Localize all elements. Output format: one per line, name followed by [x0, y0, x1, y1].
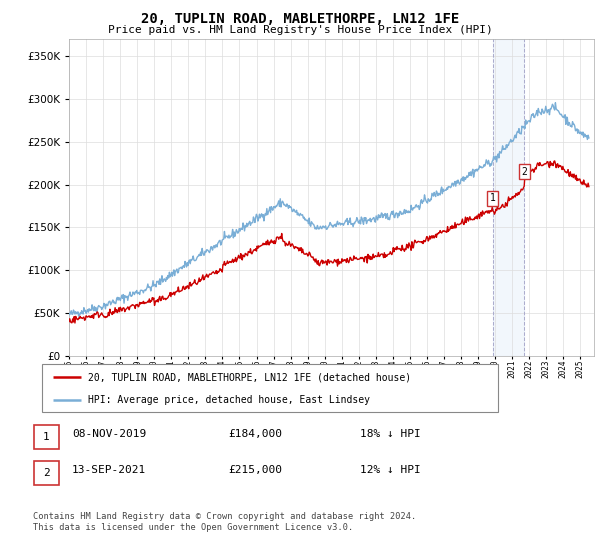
Text: 2: 2 — [43, 468, 50, 478]
FancyBboxPatch shape — [34, 461, 59, 486]
Bar — [493, 39, 524, 356]
Text: 18% ↓ HPI: 18% ↓ HPI — [360, 429, 421, 439]
Text: £184,000: £184,000 — [228, 429, 282, 439]
Text: 08-NOV-2019: 08-NOV-2019 — [72, 429, 146, 439]
Text: 2: 2 — [521, 167, 527, 177]
Text: 1: 1 — [490, 193, 496, 203]
Text: 12% ↓ HPI: 12% ↓ HPI — [360, 465, 421, 475]
Text: £215,000: £215,000 — [228, 465, 282, 475]
Text: 1: 1 — [43, 432, 50, 442]
FancyBboxPatch shape — [42, 364, 498, 412]
Text: HPI: Average price, detached house, East Lindsey: HPI: Average price, detached house, East… — [88, 395, 370, 405]
Text: 13-SEP-2021: 13-SEP-2021 — [72, 465, 146, 475]
FancyBboxPatch shape — [34, 424, 59, 449]
Text: Price paid vs. HM Land Registry's House Price Index (HPI): Price paid vs. HM Land Registry's House … — [107, 25, 493, 35]
Text: Contains HM Land Registry data © Crown copyright and database right 2024.
This d: Contains HM Land Registry data © Crown c… — [33, 512, 416, 532]
Text: 20, TUPLIN ROAD, MABLETHORPE, LN12 1FE: 20, TUPLIN ROAD, MABLETHORPE, LN12 1FE — [141, 12, 459, 26]
Text: 20, TUPLIN ROAD, MABLETHORPE, LN12 1FE (detached house): 20, TUPLIN ROAD, MABLETHORPE, LN12 1FE (… — [88, 372, 411, 382]
